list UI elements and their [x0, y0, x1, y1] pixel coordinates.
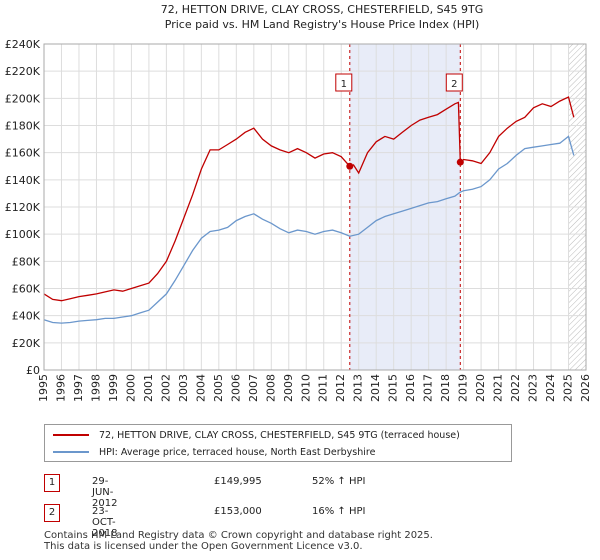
- x-tick-label: 2011: [317, 374, 330, 402]
- legend-hpi-label: HPI: Average price, terraced house, Nort…: [99, 446, 376, 458]
- x-tick-label: 2026: [579, 374, 592, 402]
- legend-property-label: 72, HETTON DRIVE, CLAY CROSS, CHESTERFIE…: [99, 429, 460, 441]
- sale-annotation-box: [335, 73, 353, 92]
- x-tick-label: 2023: [527, 374, 540, 402]
- x-tick-label: 2014: [369, 374, 382, 402]
- sale-hpi-change: 52% ↑ HPI: [312, 476, 366, 487]
- y-tick-label: £180K: [5, 120, 41, 133]
- plot-frame: [43, 43, 587, 371]
- y-tick-label: £80K: [12, 255, 41, 268]
- x-tick-label: 2017: [422, 374, 435, 402]
- x-tick-label: 2004: [194, 374, 207, 402]
- x-tick-label: 2015: [387, 374, 400, 402]
- y-tick-label: £120K: [5, 201, 41, 214]
- x-tick-label: 2008: [264, 374, 277, 402]
- sale-annotation-label: 1: [341, 79, 347, 90]
- hpi-series-line: [43, 135, 575, 324]
- x-tick-label: 1999: [107, 374, 120, 402]
- legend: 72, HETTON DRIVE, CLAY CROSS, CHESTERFIE…: [44, 424, 512, 462]
- hpi-swatch: [53, 451, 89, 453]
- footer: Contains HM Land Registry data © Crown c…: [44, 530, 433, 552]
- property-swatch: [53, 434, 89, 436]
- sale-price: £153,000: [214, 506, 262, 517]
- x-tick-label: 2010: [299, 374, 312, 402]
- y-tick-label: £140K: [5, 174, 41, 187]
- y-tick-label: £220K: [5, 65, 41, 78]
- sale-date: 23-OCT-2018: [92, 506, 118, 539]
- x-tick-label: 1995: [37, 374, 50, 402]
- x-tick-label: 2000: [124, 374, 137, 402]
- y-tick-label: £20K: [12, 337, 41, 350]
- y-tick-label: £60K: [12, 283, 41, 296]
- x-tick-label: 2025: [562, 374, 575, 402]
- x-tick-label: 2016: [404, 374, 417, 402]
- y-tick-label: £160K: [5, 147, 41, 160]
- price-chart: 72, HETTON DRIVE, CLAY CROSS, CHESTERFIE…: [5, 3, 592, 402]
- x-tick-label: 2022: [509, 374, 522, 402]
- sale-annotation-box: [445, 73, 463, 92]
- property-series-line: [43, 96, 575, 302]
- y-tick-label: £0: [26, 364, 40, 377]
- footer-copyright: Contains HM Land Registry data © Crown c…: [44, 530, 433, 541]
- x-tick-label: 2009: [282, 374, 295, 402]
- x-tick-label: 1996: [54, 374, 67, 402]
- sale-marker: 1: [44, 474, 60, 492]
- x-tick-label: 2024: [544, 374, 557, 402]
- x-tick-label: 2021: [492, 374, 505, 402]
- sale-lines: [349, 44, 461, 370]
- x-tick-label: 1998: [89, 374, 102, 402]
- y-axis-ticks: £0 £20K £40K £60K £80K £100K £120K £140K £160K £1…: [5, 38, 41, 377]
- sale-price: £149,995: [214, 476, 262, 487]
- x-tick-label: 2006: [229, 374, 242, 402]
- legend-item-hpi: HPI: Average price, terraced house, Nort…: [53, 444, 375, 460]
- x-tick-label: 2019: [457, 374, 470, 402]
- x-tick-label: 2013: [352, 374, 365, 402]
- x-tick-label: 2002: [159, 374, 172, 402]
- footer-licence: This data is licensed under the Open Gov…: [44, 541, 363, 552]
- legend-item-property: 72, HETTON DRIVE, CLAY CROSS, CHESTERFIE…: [53, 427, 460, 443]
- x-tick-label: 2007: [247, 374, 260, 402]
- x-tick-label: 2001: [142, 374, 155, 402]
- y-tick-label: £200K: [5, 92, 41, 105]
- sale-marker: 2: [44, 504, 60, 522]
- chart-title: 72, HETTON DRIVE, CLAY CROSS, CHESTERFIE…: [161, 3, 484, 16]
- x-tick-label: 2012: [334, 374, 347, 402]
- gridlines: [43, 43, 587, 371]
- chart-subtitle: Price paid vs. HM Land Registry's House …: [165, 18, 480, 31]
- x-tick-label: 2005: [212, 374, 225, 402]
- sale-points: [346, 158, 464, 170]
- x-tick-label: 2003: [177, 374, 190, 402]
- sale-point: [456, 158, 464, 166]
- sale-date: 29-JUN-2012: [92, 476, 118, 509]
- y-tick-label: £40K: [12, 310, 41, 323]
- sale-point: [346, 162, 354, 170]
- x-tick-label: 2020: [474, 374, 487, 402]
- y-tick-label: £240K: [5, 38, 41, 51]
- x-tick-label: 2018: [439, 374, 452, 402]
- sale-hpi-change: 16% ↑ HPI: [312, 506, 366, 517]
- y-tick-label: £100K: [5, 228, 41, 241]
- sale-annotation-label: 2: [451, 79, 457, 90]
- x-tick-label: 1997: [72, 374, 85, 402]
- x-axis-ticks: 1995 1996 1997 1998 1999 2000 2001 2002 2003 2004…: [37, 374, 592, 402]
